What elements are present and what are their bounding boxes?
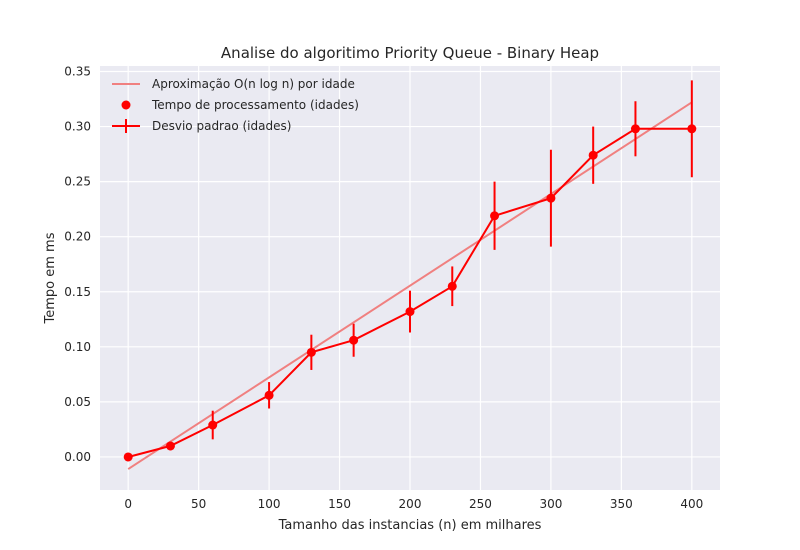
- y-tick-label: 0.10: [64, 340, 91, 354]
- data-points: [123, 124, 697, 462]
- data-point: [490, 211, 500, 221]
- data-point: [405, 307, 415, 317]
- y-tick-label: 0.30: [64, 120, 91, 134]
- data-point: [123, 452, 133, 462]
- x-axis-label: Tamanho das instancias (n) em milhares: [278, 518, 542, 533]
- y-tick-label: 0.05: [64, 395, 91, 409]
- legend-scatter-label: Tempo de processamento (idades): [151, 98, 359, 112]
- x-tick-label: 300: [539, 497, 562, 511]
- y-tick-label: 0.00: [64, 450, 91, 464]
- x-tick-label: 350: [610, 497, 633, 511]
- y-tick-label: 0.35: [64, 65, 91, 79]
- data-point: [264, 390, 274, 400]
- data-point: [447, 281, 457, 291]
- data-point: [588, 150, 598, 160]
- y-tick-label: 0.20: [64, 230, 91, 244]
- data-point: [208, 420, 218, 430]
- x-tick-label: 150: [328, 497, 351, 511]
- data-point: [349, 335, 359, 345]
- data-point: [165, 441, 175, 451]
- x-tick-label: 100: [258, 497, 281, 511]
- y-tick-label: 0.25: [64, 175, 91, 189]
- data-point: [630, 124, 640, 134]
- x-tick-label: 200: [399, 497, 422, 511]
- x-tick-label: 0: [124, 497, 132, 511]
- legend-fit-label: Aproximação O(n log n) por idade: [152, 77, 355, 91]
- fit-line-group: [127, 101, 693, 470]
- fit-line: [127, 101, 693, 470]
- legend: Aproximação O(n log n) por idade Tempo d…: [112, 77, 359, 133]
- x-tick-label: 400: [680, 497, 703, 511]
- x-tick-label: 250: [469, 497, 492, 511]
- x-tick-label: 50: [191, 497, 206, 511]
- data-point: [546, 193, 556, 203]
- chart-title: Analise do algoritimo Priority Queue - B…: [221, 44, 599, 62]
- legend-scatter-swatch: [121, 100, 131, 110]
- data-point: [687, 124, 697, 134]
- legend-errorbar-label: Desvio padrao (idades): [152, 119, 291, 133]
- y-axis-label: Tempo em ms: [43, 232, 58, 324]
- tick-labels: 0 50 100 150 200 250 300 350 400 0.00 0.05 0.10 0.15…: [64, 65, 703, 511]
- y-tick-label: 0.15: [64, 285, 91, 299]
- data-point: [306, 347, 316, 357]
